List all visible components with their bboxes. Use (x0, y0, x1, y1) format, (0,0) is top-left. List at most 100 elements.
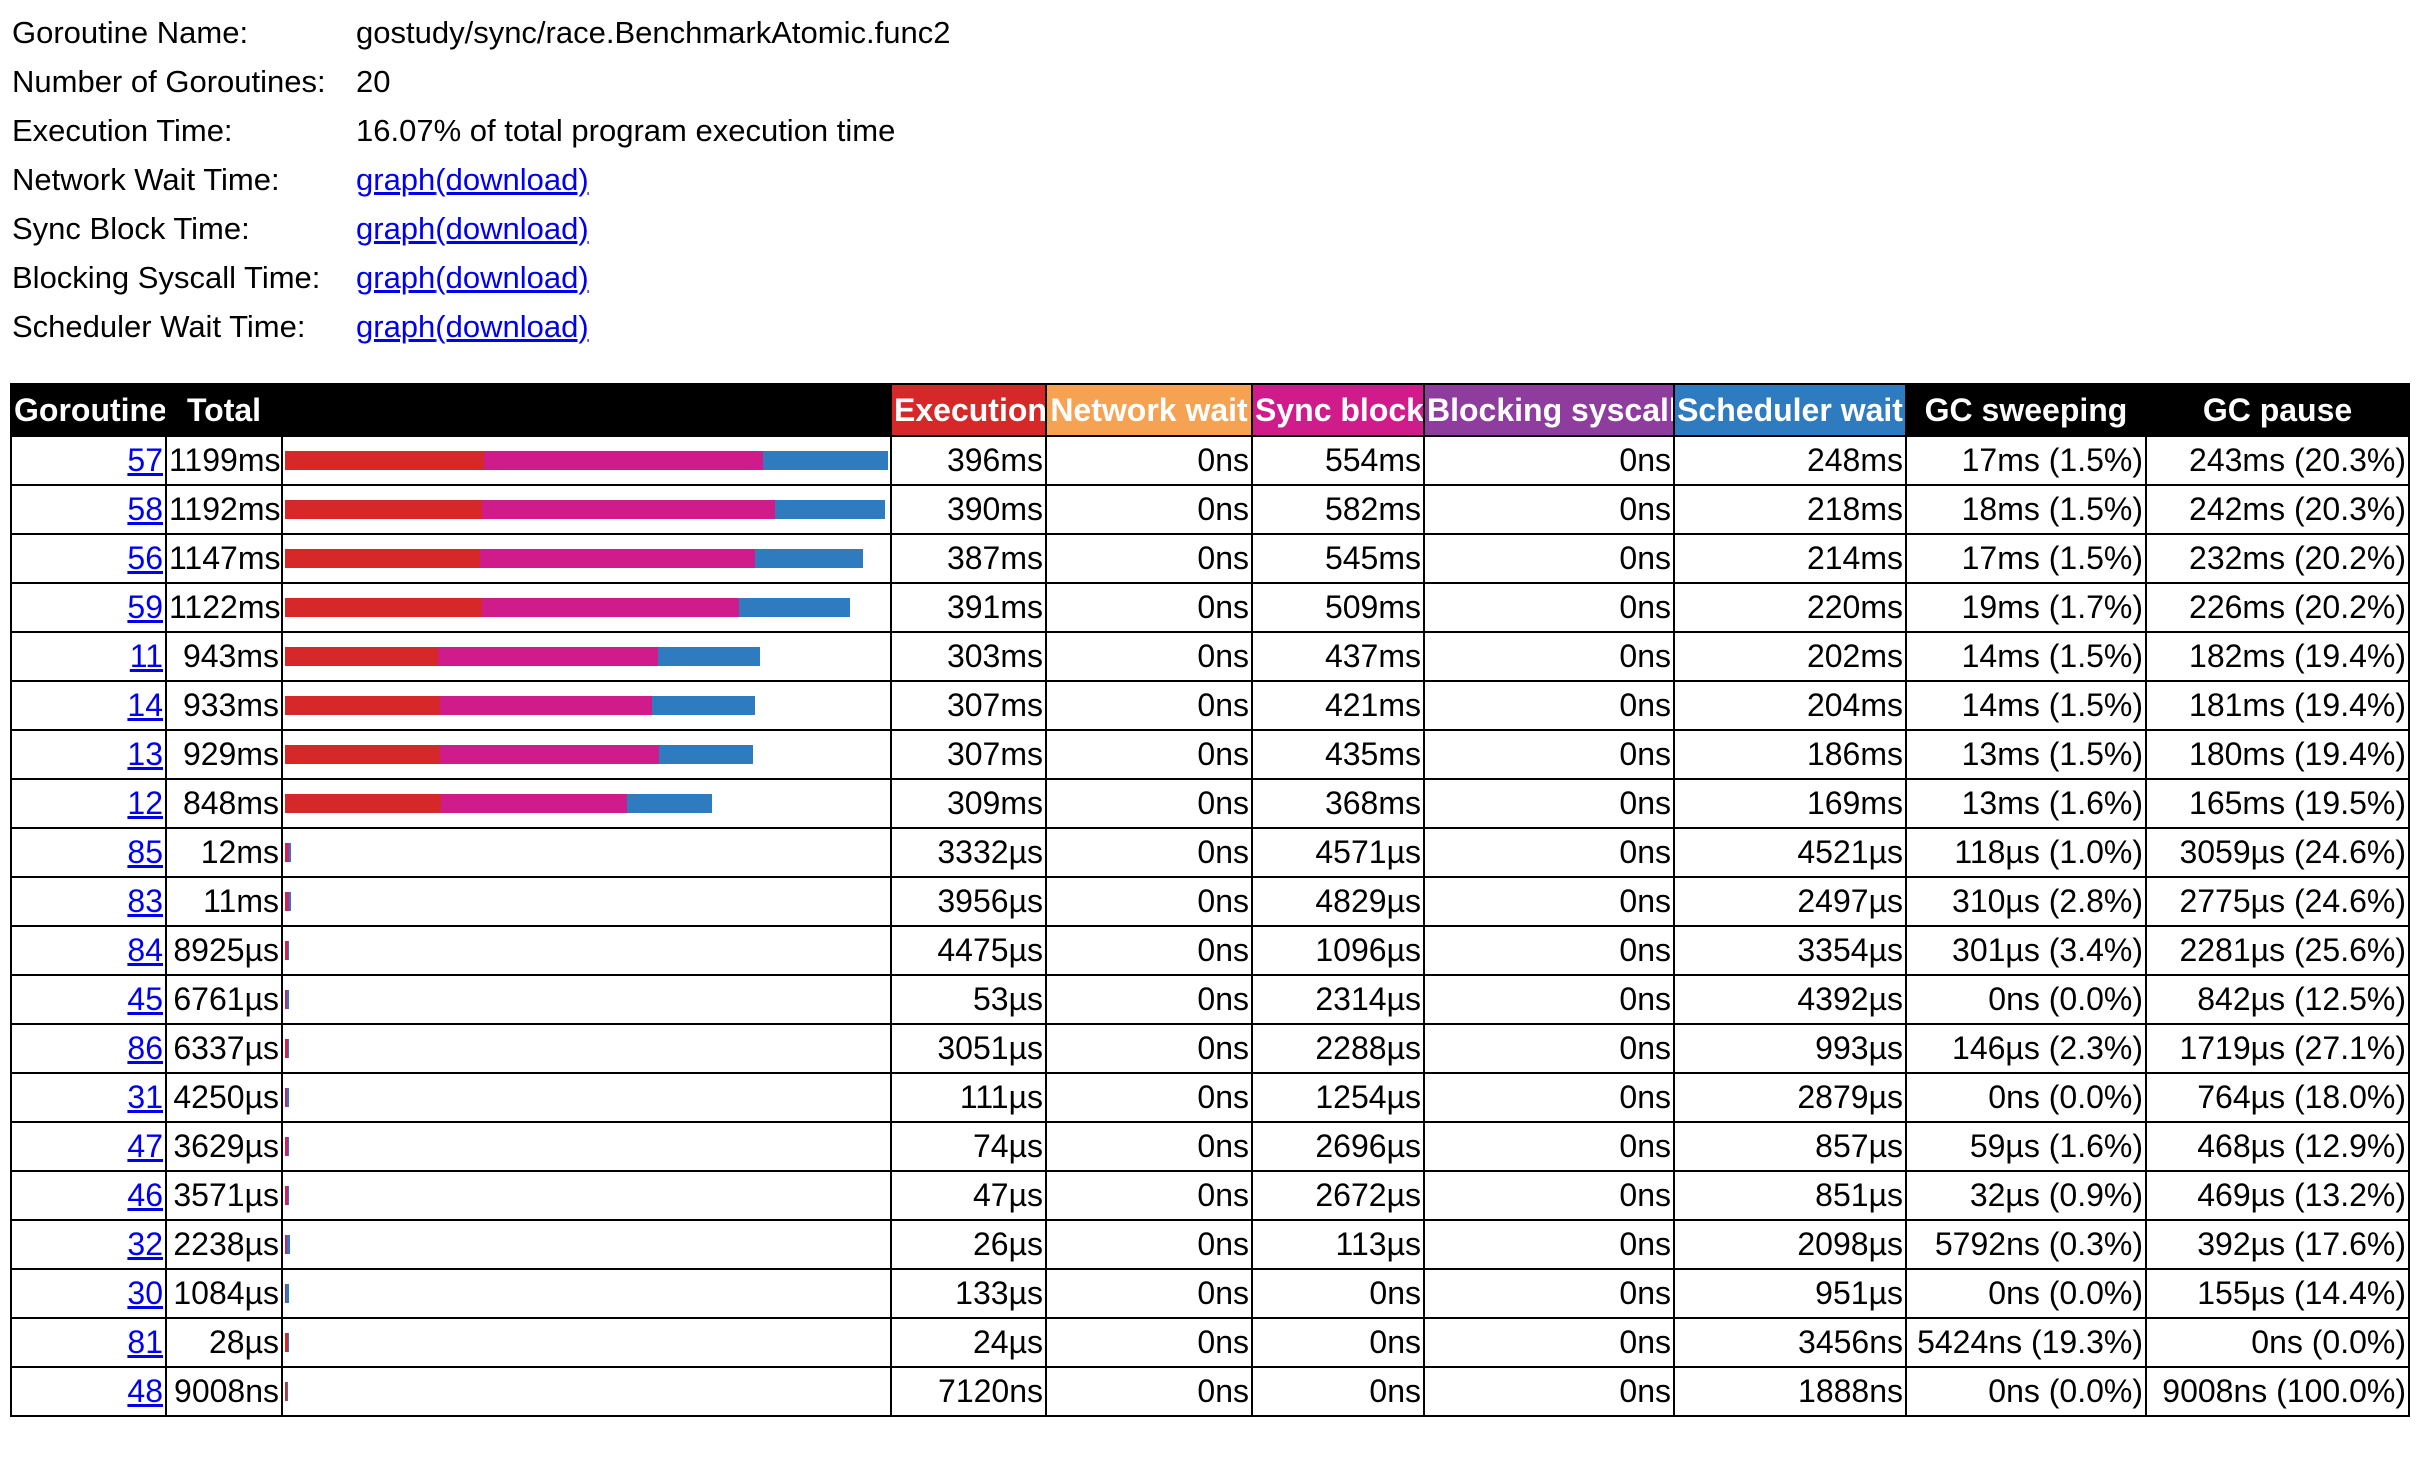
graph-link[interactable]: graph (356, 161, 436, 197)
info-value: gostudy/sync/race.BenchmarkAtomic.func2 (356, 14, 951, 50)
bar-segment-execution (285, 696, 440, 715)
network-wait-cell: 0ns (1045, 1366, 1253, 1417)
download-link[interactable]: (download) (435, 161, 589, 197)
gc-sweeping-cell: 118µs (1.0%) (1905, 827, 2147, 878)
goroutine-link[interactable]: 11 (129, 638, 163, 674)
graph-link[interactable]: graph (356, 210, 436, 246)
blocking-syscall-cell: 0ns (1423, 680, 1675, 731)
execution-cell: 4475µs (890, 925, 1047, 976)
gc-pause-cell: 242ms (20.3%) (2145, 484, 2410, 535)
goroutine-link[interactable]: 31 (127, 1079, 163, 1115)
total-cell: 933ms (165, 680, 283, 731)
bar-segment-scheduler (287, 1382, 289, 1401)
goroutine-link[interactable]: 59 (127, 589, 163, 625)
column-header-blocking-syscall[interactable]: Blocking syscall (1423, 383, 1675, 437)
goroutine-link[interactable]: 84 (127, 932, 163, 968)
goroutine-link[interactable]: 14 (127, 687, 163, 723)
info-label: Scheduler Wait Time: (12, 308, 306, 344)
execution-cell: 26µs (890, 1219, 1047, 1270)
column-header-gc-sweeping[interactable]: GC sweeping (1905, 383, 2147, 437)
column-header-execution[interactable]: Execution (890, 383, 1047, 437)
goroutine-link[interactable]: 32 (127, 1226, 163, 1262)
bar-segment-sync (286, 892, 290, 911)
goroutine-link[interactable]: 45 (127, 981, 163, 1017)
column-header-total[interactable]: Total (165, 383, 283, 437)
breakdown-bar (285, 941, 888, 960)
bar-segment-execution (285, 843, 287, 862)
goroutine-link[interactable]: 86 (127, 1030, 163, 1066)
bar-segment-sync (440, 794, 627, 813)
bar-segment-scheduler (287, 1235, 290, 1254)
goroutine-link[interactable]: 47 (127, 1128, 163, 1164)
bar-segment-sync (286, 990, 288, 1009)
bar-segment-execution (285, 941, 288, 960)
column-header-breakdown[interactable] (281, 383, 892, 437)
bar-segment-sync (286, 1235, 287, 1254)
breakdown-bar-cell (281, 1121, 892, 1172)
goroutine-id-cell: 47 (10, 1121, 167, 1172)
scheduler-wait-cell: 248ms (1673, 435, 1907, 486)
blocking-syscall-cell: 0ns (1423, 582, 1675, 633)
scheduler-wait-cell: 3354µs (1673, 925, 1907, 976)
scheduler-wait-cell: 220ms (1673, 582, 1907, 633)
goroutine-link[interactable]: 46 (127, 1177, 163, 1213)
column-header-sync-block[interactable]: Sync block (1251, 383, 1425, 437)
goroutine-link[interactable]: 12 (127, 785, 163, 821)
goroutine-link[interactable]: 85 (127, 834, 163, 870)
download-link[interactable]: (download) (435, 259, 589, 295)
column-header-scheduler-wait[interactable]: Scheduler wait (1673, 383, 1907, 437)
goroutine-link[interactable]: 13 (127, 736, 163, 772)
bar-segment-sync (286, 1039, 288, 1058)
network-wait-cell: 0ns (1045, 974, 1253, 1025)
goroutine-link[interactable]: 57 (127, 442, 163, 478)
sync-block-cell: 368ms (1251, 778, 1425, 829)
execution-cell: 307ms (890, 680, 1047, 731)
goroutine-link[interactable]: 83 (127, 883, 163, 919)
breakdown-bar-cell (281, 1023, 892, 1074)
goroutine-link[interactable]: 56 (127, 540, 163, 576)
table-row: 31 4250µs 111µs 0ns 1254µs 0ns 2879µs 0ns (0.0%… (10, 1072, 2410, 1123)
sync-block-cell: 1254µs (1251, 1072, 1425, 1123)
column-header-network-wait[interactable]: Network wait (1045, 383, 1253, 437)
total-cell: 4250µs (165, 1072, 283, 1123)
goroutine-link[interactable]: 81 (127, 1324, 163, 1360)
bar-segment-sync (439, 745, 660, 764)
network-wait-cell: 0ns (1045, 1023, 1253, 1074)
blocking-syscall-cell: 0ns (1423, 974, 1675, 1025)
download-link[interactable]: (download) (435, 308, 589, 344)
total-cell: 6761µs (165, 974, 283, 1025)
column-header-goroutine[interactable]: Goroutine (10, 383, 167, 437)
breakdown-bar-cell (281, 778, 892, 829)
bar-segment-scheduler (287, 1333, 289, 1352)
bar-segment-execution (285, 794, 441, 813)
scheduler-wait-cell: 951µs (1673, 1268, 1907, 1319)
blocking-syscall-cell: 0ns (1423, 484, 1675, 535)
gc-sweeping-cell: 0ns (0.0%) (1905, 974, 2147, 1025)
column-header-gc-pause[interactable]: GC pause (2145, 383, 2410, 437)
table-row: 30 1084µs 133µs 0ns 0ns 0ns 951µs 0ns (0.0%) 155… (10, 1268, 2410, 1319)
goroutine-link[interactable]: 30 (127, 1275, 163, 1311)
graph-link[interactable]: graph (356, 308, 436, 344)
goroutine-link[interactable]: 58 (127, 491, 163, 527)
goroutine-id-cell: 13 (10, 729, 167, 780)
graph-link[interactable]: graph (356, 259, 436, 295)
total-cell: 12ms (165, 827, 283, 878)
total-cell: 1199ms (165, 435, 283, 486)
breakdown-bar-cell (281, 435, 892, 486)
bar-segment-scheduler (287, 941, 290, 960)
bar-segment-execution (285, 549, 481, 568)
goroutine-link[interactable]: 48 (127, 1373, 163, 1409)
download-link[interactable]: (download) (435, 210, 589, 246)
gc-pause-cell: 182ms (19.4%) (2145, 631, 2410, 682)
info-value: 20 (356, 63, 391, 99)
bar-segment-execution (285, 1382, 288, 1401)
breakdown-bar-cell (281, 1170, 892, 1221)
gc-sweeping-cell: 17ms (1.5%) (1905, 435, 2147, 486)
bar-segment-execution (285, 990, 286, 1009)
scheduler-wait-cell: 4392µs (1673, 974, 1907, 1025)
sync-block-cell: 545ms (1251, 533, 1425, 584)
gc-sweeping-cell: 5792ns (0.3%) (1905, 1219, 2147, 1270)
sync-block-cell: 0ns (1251, 1366, 1425, 1417)
table-row: 85 12ms 3332µs 0ns 4571µs 0ns 4521µs 118µs (1.0… (10, 827, 2410, 878)
gc-pause-cell: 180ms (19.4%) (2145, 729, 2410, 780)
